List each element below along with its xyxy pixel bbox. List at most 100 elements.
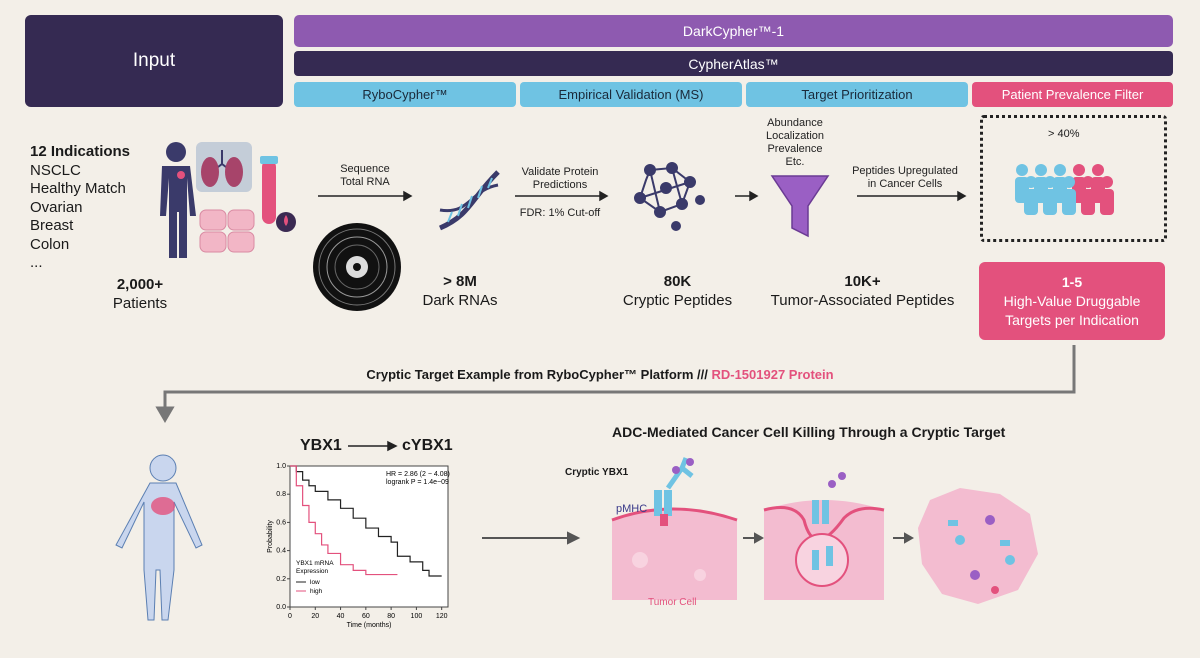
step-upregulated-line1: Peptides Upregulated [852, 165, 958, 177]
step-criteria: Abundance Localization Prevalence Etc. [760, 117, 830, 169]
result-box: 1-5 High-Value Druggable Targets per Ind… [979, 262, 1165, 340]
legend-low: low [310, 579, 320, 586]
funnel-icon [770, 175, 830, 238]
prevalence-box [980, 115, 1167, 242]
km-stats-line2: logrank P = 1.4e−09 [386, 479, 449, 486]
criteria-item: Abundance [767, 117, 823, 129]
prevalence-threshold: > 40% [1048, 128, 1080, 140]
tissue-cells-icon [199, 209, 255, 253]
person-icon [1062, 176, 1076, 215]
stat-label: Patients [112, 295, 168, 312]
km-series-low [290, 465, 442, 577]
legend-title2: Expression [296, 568, 329, 575]
stat-tumor-peptides: 10K+ Tumor-Associated Peptides [760, 272, 965, 310]
gene-to: cYBX1 [402, 437, 453, 454]
stat-label: Tumor-Associated Peptides [770, 292, 955, 309]
patient-group-icon [1015, 164, 1114, 215]
adc-panel-binding [611, 457, 738, 600]
atlas-bar: CypherAtlas™ [294, 51, 1173, 76]
adc-panel-internalization [763, 472, 885, 600]
result-line1: High-Value Druggable [1003, 292, 1141, 309]
y-tick-label: 0.0 [276, 604, 286, 611]
y-tick-label: 0.2 [276, 576, 286, 583]
indications-title: 12 Indications [30, 143, 131, 160]
gene-arrow [348, 440, 398, 452]
criteria-item: Prevalence [767, 143, 823, 155]
gene-from: YBX1 [300, 437, 342, 454]
result-value: 1-5 [1061, 273, 1083, 290]
y-axis-label: Probability [267, 520, 274, 553]
step-sequence-line2: Total RNA [340, 176, 390, 188]
km-plot-area [289, 465, 449, 608]
blood-tube-icon [260, 156, 296, 232]
step-validate-line1: Validate Protein [521, 166, 599, 178]
body-figure-icon [115, 454, 203, 621]
stat-cryptic-peptides: 80K Cryptic Peptides [615, 272, 740, 310]
person-icon [1043, 176, 1057, 215]
example-caption-text: Cryptic Target Example from RyboCypher™ … [366, 367, 708, 382]
x-tick-label: 20 [311, 613, 319, 620]
stat-dark-rnas: > 8M Dark RNAs [410, 272, 510, 310]
adc-panel-cell-death [918, 488, 1038, 604]
km-series-high [290, 465, 398, 576]
stage-patient-prevalence: Patient Prevalence Filter [972, 82, 1173, 107]
step-fdr: FDR: 1% Cut-off [519, 207, 601, 219]
stat-value: 10K+ [844, 273, 881, 290]
indication-item: Ovarian [30, 198, 83, 216]
tumor-cell-label: Tumor Cell [648, 597, 697, 608]
indication-item: Breast [30, 217, 74, 234]
y-tick-label: 0.4 [276, 548, 286, 555]
rna-helix-icon [438, 170, 500, 231]
example-caption: Cryptic Target Example from RyboCypher™ … [0, 367, 1200, 382]
stage-target-prioritization: Target Prioritization [746, 82, 968, 107]
x-tick-label: 40 [337, 613, 345, 620]
x-tick-label: 120 [436, 613, 448, 620]
x-tick-label: 60 [362, 613, 370, 620]
legend-title1: YBX1 mRNA [296, 560, 334, 567]
result-line2: Targets per Indication [1005, 311, 1139, 328]
y-tick-label: 0.6 [276, 519, 286, 526]
stat-value: 2,000+ [116, 276, 164, 293]
step-validate: Validate Protein Predictions [515, 166, 605, 192]
km-survival-chart: 0 20 40 60 80 100 120 0.0 0.2 0.4 0.6 0.8 1.0 Time (m… [267, 463, 450, 629]
cryptic-label: Cryptic YBX1 [565, 467, 629, 478]
stat-label: Dark RNAs [422, 292, 498, 309]
step-upregulated-line2: in Cancer Cells [867, 178, 943, 190]
stage-rybocypher: RyboCypher™ [294, 82, 516, 107]
input-header: Input [25, 15, 283, 107]
step-validate-line2: Predictions [532, 179, 588, 191]
peptide-network-icon [634, 162, 705, 231]
stat-patients: 2,000+ Patients [95, 275, 185, 313]
person-icon [1081, 176, 1095, 215]
indications-list: 12 Indications NSCLC Healthy Match Ovari… [30, 143, 130, 273]
step-sequence: Sequence Total RNA [325, 163, 405, 189]
connector-arrow [155, 345, 1076, 423]
km-stats-line1: HR = 2.86 (2 − 4.08) [386, 471, 450, 478]
person-icon [1024, 176, 1038, 215]
indication-item: Healthy Match [30, 180, 126, 197]
criteria-item: Etc. [785, 156, 805, 168]
stat-value: 80K [663, 273, 692, 290]
pipeline-arrows [318, 190, 967, 202]
human-silhouette-icon [160, 142, 196, 258]
x-axis-label: Time (months) [347, 622, 392, 629]
step-sequence-line1: Sequence [340, 163, 390, 175]
stat-label: Cryptic Peptides [622, 292, 733, 309]
indication-item: NSCLC [30, 161, 81, 179]
x-tick-label: 80 [387, 613, 395, 620]
platform-bar: DarkCypher™-1 [294, 15, 1173, 47]
x-tick-label: 0 [288, 613, 292, 620]
criteria-item: Localization [765, 130, 825, 142]
example-protein: RD-1501927 Protein [711, 367, 834, 382]
adc-arrow [482, 531, 915, 545]
stage-empirical-validation: Empirical Validation (MS) [520, 82, 742, 107]
step-upregulated: Peptides Upregulated in Cancer Cells [846, 165, 964, 191]
x-tick-label: 100 [411, 613, 423, 620]
person-icon [1100, 176, 1114, 215]
lungs-icon [196, 142, 252, 192]
adc-title: ADC-Mediated Cancer Cell Killing Through… [612, 424, 1006, 440]
stat-value: > 8M [443, 273, 477, 290]
indication-item: Colon [30, 235, 70, 253]
legend-high: high [310, 588, 323, 595]
